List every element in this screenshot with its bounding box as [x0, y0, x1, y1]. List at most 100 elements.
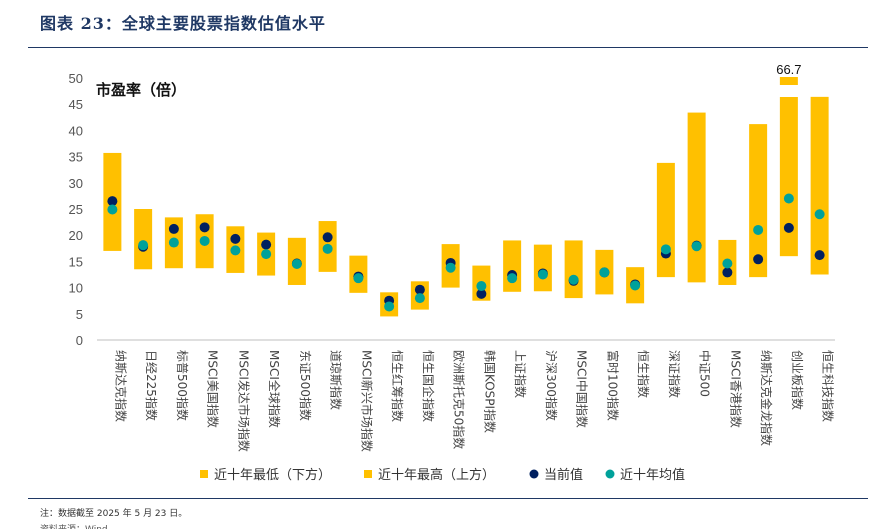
category-label: 欧洲斯托克50指数 — [452, 350, 467, 449]
mean-value-dot — [445, 262, 456, 273]
current-value-dot — [230, 233, 241, 244]
current-value-dot — [107, 196, 118, 207]
category-labels: 纳斯达克指数 日经225指数 标普500指数 MSCI美国指数 MSCI发达市场指数 MS… — [113, 350, 835, 452]
mean-value-dot — [691, 241, 702, 252]
mean-value-dot — [507, 273, 518, 284]
range-bars — [103, 77, 829, 317]
mean-value-dot — [107, 204, 118, 215]
mean-value-dot — [291, 259, 302, 270]
range-bar — [533, 244, 552, 292]
y-tick-label: 20 — [69, 228, 83, 243]
y-tick-label: 45 — [69, 97, 83, 112]
category-label: 纳斯达克金龙指数 — [759, 350, 774, 446]
legend-label: 近十年最高（上方） — [378, 467, 495, 483]
current-value-dot — [722, 267, 733, 278]
range-bar — [687, 112, 706, 283]
legend-label: 近十年均值 — [620, 467, 685, 483]
category-label: MSCI全球指数 — [267, 350, 282, 428]
mean-value-dot — [353, 273, 364, 284]
range-bar — [749, 124, 768, 278]
y-tick-label: 50 — [69, 71, 83, 86]
current-value-dot — [322, 232, 333, 243]
category-label: MSCI新兴市场指数 — [359, 350, 374, 452]
category-label: 恒生指数 — [636, 350, 651, 398]
legend-label: 当前值 — [544, 467, 583, 483]
mean-value-dot — [783, 193, 794, 204]
category-label: 富时100指数 — [605, 350, 620, 421]
category-label: 深证指数 — [667, 350, 682, 398]
range-bar — [134, 209, 153, 270]
legend-label: 近十年最低（下方） — [214, 467, 331, 483]
y-tick-label: 10 — [69, 281, 83, 296]
valuation-chart: 市盈率（倍） 0 5 10 15 20 25 30 35 40 45 50 纳斯达克指数 日经225指… — [69, 62, 836, 483]
mean-value-dot — [199, 235, 210, 246]
max-value-annotation: 66.7 — [776, 62, 801, 77]
current-value-dot — [783, 222, 794, 233]
mean-value-dot — [322, 243, 333, 254]
mean-value-dot — [537, 269, 548, 280]
category-label: MSCI中国指数 — [575, 350, 590, 428]
category-label: MSCI香港指数 — [728, 350, 743, 428]
category-label: 韩国KOSPI指数 — [482, 350, 497, 433]
category-label: 创业板指数 — [790, 350, 805, 410]
category-label: 东证500指数 — [298, 350, 313, 421]
mean-value-dot — [261, 249, 272, 260]
range-bar — [503, 240, 522, 292]
mean-value-dot — [660, 244, 671, 255]
category-label: 标普500指数 — [175, 350, 190, 421]
mean-value-dot — [753, 224, 764, 235]
bottom-rule — [28, 498, 868, 499]
current-value-dot — [753, 254, 764, 265]
range-bar — [656, 162, 675, 278]
y-tick-label: 35 — [69, 150, 83, 165]
mean-value-dot — [230, 245, 241, 256]
category-label: 沪深300指数 — [544, 350, 559, 421]
category-label: 恒生红筹指数 — [390, 350, 405, 422]
mean-value-dot — [414, 293, 425, 304]
current-value-dot — [261, 239, 272, 250]
range-bar-cap — [779, 77, 798, 85]
legend-swatch — [200, 470, 208, 478]
current-value-dot — [168, 223, 179, 234]
mean-value-dot — [599, 267, 610, 278]
category-label: 中证500 — [698, 350, 713, 397]
y-axis-ticks: 0 5 10 15 20 25 30 35 40 45 50 — [69, 71, 83, 348]
category-label: MSCI美国指数 — [206, 350, 221, 428]
y-tick-label: 40 — [69, 123, 83, 138]
legend: 近十年最低（下方） 近十年最高（上方） 当前值 近十年均值 — [200, 467, 685, 483]
range-bar — [779, 97, 798, 257]
y-tick-label: 25 — [69, 202, 83, 217]
range-bar — [810, 96, 829, 275]
mean-value-dot — [384, 301, 395, 312]
mean-value-dot — [630, 280, 641, 291]
category-label: 恒生国企指数 — [421, 350, 436, 422]
current-value-dot — [476, 288, 487, 299]
current-value-dot — [414, 284, 425, 295]
range-bar — [564, 240, 583, 299]
current-value-dot — [814, 250, 825, 261]
footnote: 注：数据截至 2025 年 5 月 23 日。 — [40, 509, 188, 519]
legend-swatch — [364, 470, 372, 478]
value-markers — [107, 193, 825, 312]
y-tick-label: 15 — [69, 254, 83, 269]
y-tick-label: 5 — [76, 307, 83, 322]
mean-value-dot — [476, 281, 487, 292]
mean-value-dot — [814, 209, 825, 220]
annotations: 66.7 — [776, 62, 801, 77]
figure-title: 图表 23：全球主要股票指数估值水平 — [40, 14, 326, 33]
mean-value-dot — [138, 240, 149, 251]
source-note: 资料来源：Wind，Bloomberg，德邦研究所 — [40, 522, 170, 529]
y-tick-label: 30 — [69, 176, 83, 191]
legend-swatch — [605, 469, 615, 479]
mean-value-dot — [568, 274, 579, 285]
y-axis-label: 市盈率（倍） — [96, 81, 186, 99]
category-label: 道琼斯指数 — [329, 350, 344, 410]
category-label: MSCI发达市场指数 — [236, 350, 251, 452]
top-rule — [28, 47, 868, 48]
legend-swatch — [529, 469, 539, 479]
category-label: 上证指数 — [513, 350, 528, 398]
current-value-dot — [199, 222, 210, 233]
category-label: 纳斯达克指数 — [113, 350, 128, 422]
y-tick-label: 0 — [76, 333, 83, 348]
category-label: 日经225指数 — [144, 350, 159, 421]
